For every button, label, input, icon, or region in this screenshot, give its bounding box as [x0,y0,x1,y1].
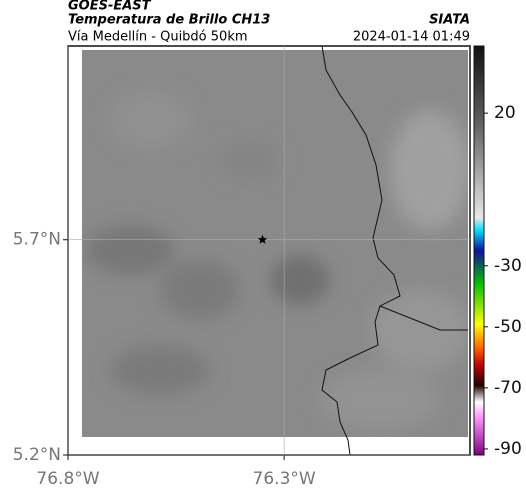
imagery [82,50,468,437]
colorbar-tick-label: 20 [494,103,516,123]
timestamp: 2024-01-14 01:49 [353,30,470,45]
title: GOES-EAST [68,0,152,14]
y-tick-label: 5.2°N [13,445,61,465]
colorbar-tick-label: -70 [494,378,522,398]
x-tick-label: 76.8°W [36,469,99,489]
colorbar-tick-label: -90 [494,439,522,459]
y-tick-label: 5.7°N [13,230,61,250]
route: Vía Medellín - Quibdó 50km [68,30,248,45]
colorbar-tick-label: -50 [494,317,522,337]
colorbar [473,45,485,456]
source: SIATA [429,13,470,28]
station-marker [257,234,268,244]
border [321,45,468,456]
x-tick-label: 76.3°W [253,469,316,489]
colorbar-tick-label: -30 [494,256,522,276]
subtitle: Temperatura de Brillo CH13 [68,13,270,28]
